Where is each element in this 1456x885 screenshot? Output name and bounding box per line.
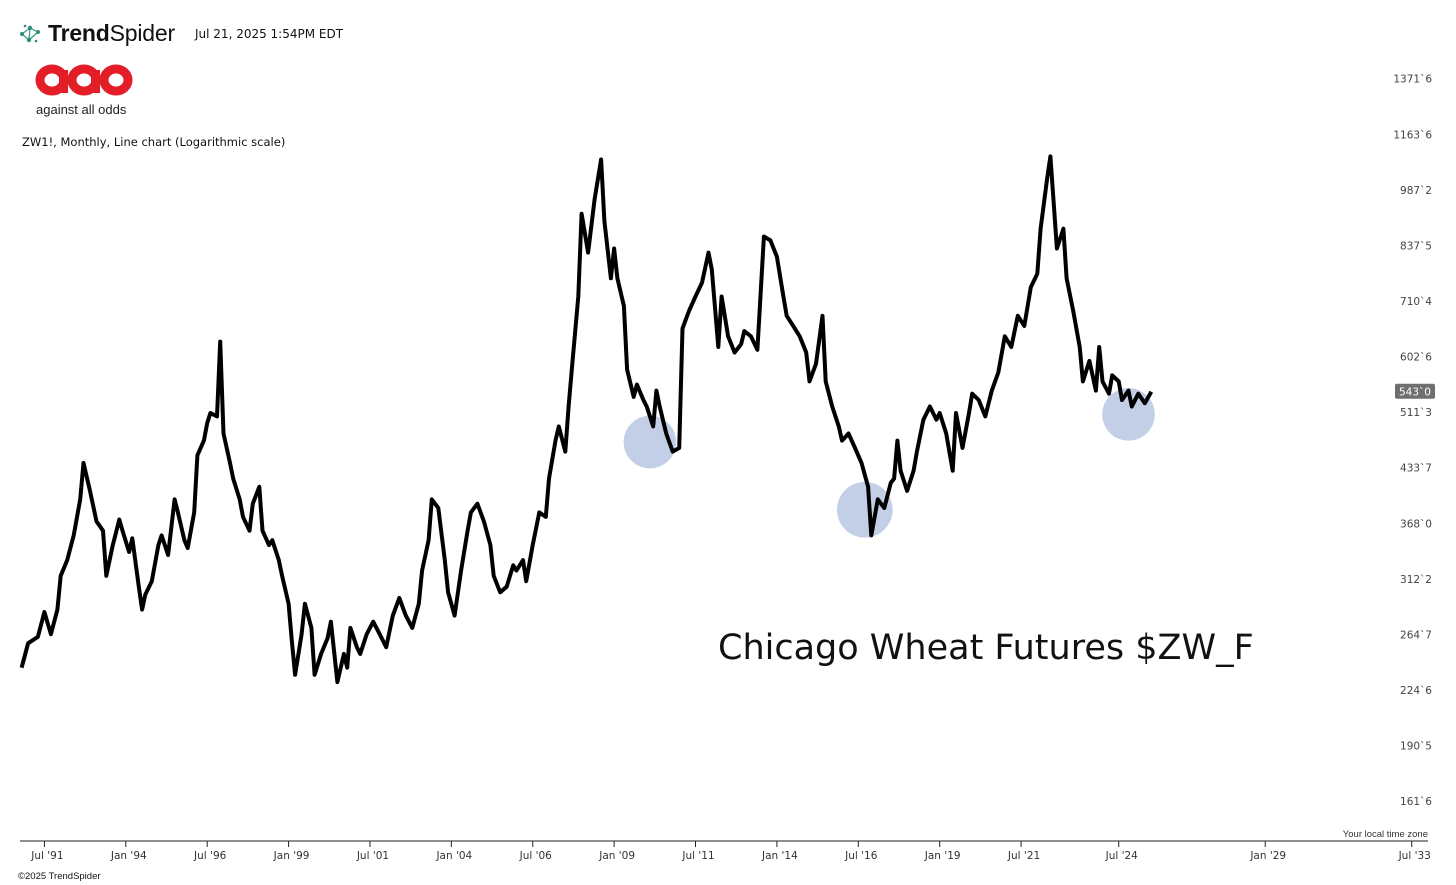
y-tick-label: 224`6 — [1400, 685, 1432, 697]
brand-name: TrendSpider — [48, 20, 175, 47]
x-tick-label: Jul '33 — [1398, 850, 1431, 862]
timestamp: Jul 21, 2025 1:54PM EDT — [195, 27, 344, 41]
y-tick-label: 368`0 — [1400, 518, 1432, 530]
x-tick-label: Jan '94 — [110, 850, 147, 862]
brand-name-bold: Trend — [48, 20, 110, 46]
price-series — [19, 154, 1154, 685]
aao-logo-icon — [35, 64, 133, 96]
y-tick-label: 1371`6 — [1393, 74, 1432, 86]
x-tick-label: Jan '29 — [1249, 850, 1286, 862]
trendspider-network-icon — [20, 24, 40, 42]
y-tick-label: 511`3 — [1400, 407, 1432, 419]
y-tick-label: 312`2 — [1400, 574, 1432, 586]
last-price-tag-label: 543`0 — [1399, 386, 1431, 398]
series-line-1 — [19, 154, 1154, 685]
x-tick-label: Jan '14 — [761, 850, 798, 862]
y-tick-label: 264`7 — [1400, 629, 1432, 641]
y-tick-label: 987`2 — [1400, 185, 1432, 197]
x-tick-label: Jul '91 — [30, 850, 63, 862]
x-tick-label: Jul '24 — [1105, 850, 1139, 862]
y-tick-label: 602`6 — [1400, 352, 1432, 364]
y-tick-label: 433`7 — [1400, 463, 1432, 475]
brand: TrendSpider — [18, 20, 175, 47]
x-tick-label: Jul '21 — [1007, 850, 1040, 862]
x-tick-label: Jul '96 — [193, 850, 227, 862]
highlight-circle-2 — [836, 481, 893, 538]
x-tick-label: Jan '99 — [273, 850, 310, 862]
highlight-circles — [623, 388, 1155, 538]
chart-annotation: Chicago Wheat Futures $ZW_F — [718, 628, 1254, 668]
y-tick-label: 837`5 — [1400, 240, 1432, 252]
x-tick-label: Jul '01 — [356, 850, 389, 862]
x-tick-label: Jul '11 — [681, 850, 714, 862]
x-tick-label: Jan '04 — [435, 850, 472, 862]
y-axis-ticks: 1371`6 1163`6 987`2 837`5 710`4 602`6 511`3 433… — [1393, 74, 1432, 808]
x-axis-ticks: Jul '91 Jan '94 Jul '96 Jan '99 Jul '01 Jan '… — [30, 841, 1431, 862]
copyright: ©2025 TrendSpider — [18, 871, 101, 882]
last-price-tag-bg — [1395, 383, 1435, 399]
x-tick-label: Jul '16 — [844, 850, 878, 862]
timezone-note: Your local time zone — [1342, 829, 1428, 840]
y-tick-label: 710`4 — [1400, 296, 1432, 308]
x-tick-label: Jul '06 — [519, 850, 553, 862]
y-tick-label: 1163`6 — [1393, 129, 1432, 141]
logo-tagline: against all odds — [36, 102, 127, 117]
chart-descriptor: ZW1!, Monthly, Line chart (Logarithmic s… — [22, 135, 286, 149]
y-tick-label: 161`6 — [1400, 796, 1432, 808]
x-tick-label: Jan '09 — [598, 850, 635, 862]
x-tick-label: Jan '19 — [924, 850, 961, 862]
brand-name-light: Spider — [109, 20, 175, 46]
last-price-tag: 543`0 — [1395, 383, 1435, 399]
y-tick-label: 190`5 — [1400, 741, 1432, 753]
